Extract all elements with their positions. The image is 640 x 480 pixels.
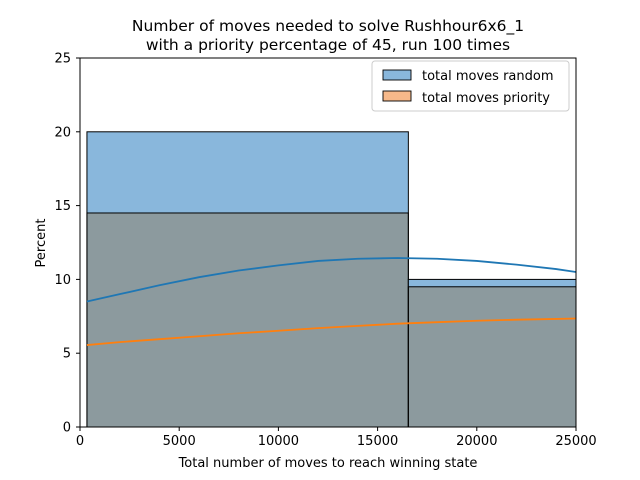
y-tick-label: 0 [63, 421, 71, 436]
bar-overlap-0 [86, 212, 409, 427]
bar-random-0 [86, 131, 409, 213]
kde-line-random [86, 257, 576, 303]
bar-overlap-1 [408, 286, 576, 427]
legend-label-random: total moves random [422, 69, 554, 84]
y-tick-label: 20 [54, 125, 71, 140]
bar-random-1 [408, 279, 576, 287]
chart-title-line-1: Number of moves needed to solve Rushhour… [132, 17, 524, 36]
y-tick-label: 5 [63, 347, 71, 362]
y-tick-label: 10 [54, 273, 71, 288]
x-tick-label: 5000 [163, 434, 196, 449]
legend-label-priority: total moves priority [422, 91, 550, 106]
x-tick-label: 0 [76, 434, 84, 449]
ticks-layer: 0 5000 10000 15000 20000 25000 0 5 10 15 20 25 [54, 52, 596, 450]
y-tick-label: 25 [54, 52, 71, 67]
x-tick-label: 20000 [456, 434, 497, 449]
kde-layer [86, 257, 576, 346]
legend-swatch-priority [382, 90, 412, 102]
plot-frame [79, 57, 577, 428]
y-axis-label: Percent [34, 219, 49, 268]
legend-swatch-random [382, 69, 412, 81]
x-axis-label: Total number of moves to reach winning s… [178, 456, 478, 471]
legend-frame [371, 60, 570, 112]
bar-outline-priority-1 [407, 286, 576, 427]
kde-line-priority [86, 317, 576, 346]
x-tick-label: 25000 [555, 434, 596, 449]
legend: total moves random total moves priority [371, 60, 570, 112]
x-tick-label: 15000 [357, 434, 398, 449]
x-tick-label: 10000 [258, 434, 299, 449]
chart-title-line-2: with a priority percentage of 45, run 10… [146, 36, 510, 54]
y-tick-label: 15 [54, 199, 71, 214]
bars-layer [86, 131, 576, 427]
